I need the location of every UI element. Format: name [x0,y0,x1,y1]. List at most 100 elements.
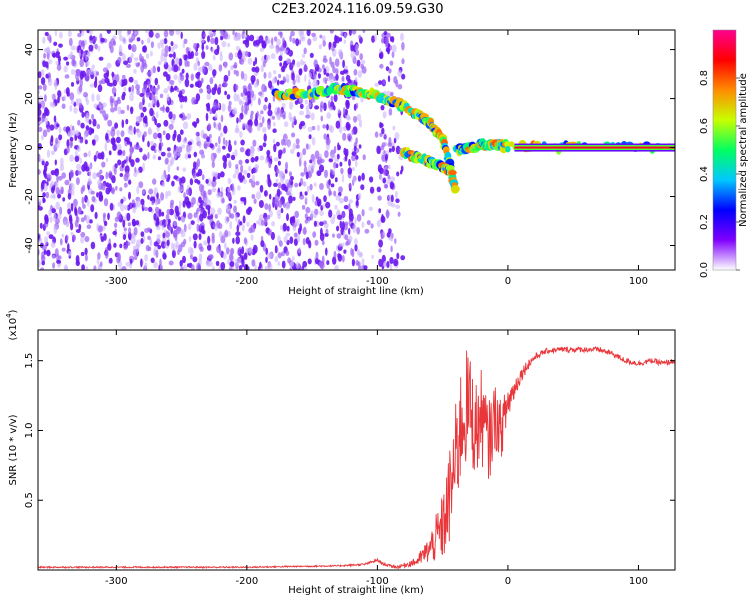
spectrogram-noise-cell [279,62,283,67]
spectrogram-noise-cell [282,148,286,154]
spectrogram-noise-cell [58,126,62,134]
spectrogram-noise-cell [283,49,288,54]
spectrogram-noise-cell [171,180,175,187]
spectrogram-noise-cell [175,30,181,35]
spectrogram-noise-cell [123,159,127,164]
spectrogram-noise-cell [343,205,349,210]
spectrogram-noise-cell [281,183,287,191]
spectrogram-noise-cell [276,209,282,216]
spectrogram-noise-cell [162,232,166,239]
spectrogram-noise-cell [72,234,77,242]
spectrogram-noise-cell [206,93,212,100]
spectrogram-noise-cell [299,266,304,270]
spectrogram-noise-cell [329,124,333,132]
spectrogram-noise-cell [49,216,53,224]
spectrogram-noise-cell [361,221,365,228]
spectrogram-y-tick-label: -20 [24,188,35,204]
spectrogram-noise-cell [79,78,83,87]
spectrogram-noise-cell [209,143,214,149]
spectrogram-noise-cell [254,66,260,73]
spectrogram-noise-cell [168,225,172,232]
spectrogram-noise-cell [237,247,240,256]
spectrogram-noise-cell [130,159,135,168]
spectrogram-noise-cell [369,186,375,194]
spectrogram-noise-cell [154,200,158,206]
spectrogram-noise-cell [161,224,165,231]
spectrogram-noise-cell [400,165,404,172]
spectrogram-noise-cell [161,211,165,217]
spectrogram-noise-cell [50,170,56,176]
spectrogram-noise-cell [128,38,134,43]
spectrogram-noise-cell [333,190,337,197]
spectrogram-noise-cell [73,107,78,114]
spectrogram-noise-cell [133,227,138,236]
spectrogram-noise-cell [193,62,198,71]
spectrogram-noise-cell [200,225,205,234]
spectrogram-noise-cell [379,63,384,69]
spectrogram-noise-cell [285,232,291,237]
spectrogram-noise-cell [89,83,95,88]
spectrogram-noise-cell [57,96,60,104]
spectrogram-noise-cell [205,45,209,50]
spectrogram-noise-cell [320,227,323,236]
spectrogram-noise-cell [333,145,337,154]
spectrogram-noise-cell [298,75,301,84]
spectrogram-noise-cell [379,48,382,54]
spectrogram-noise-cell [123,60,129,66]
spectrogram-noise-cell [210,207,216,216]
spectrogram-noise-cell [140,198,145,205]
spectrogram-noise-cell [38,206,43,211]
spectrogram-noise-cell [301,53,306,59]
spectrogram-noise-cell [165,133,171,141]
spectrogram-noise-cell [152,132,158,140]
spectrogram-noise-cell [395,198,400,203]
spectrogram-noise-cell [115,136,121,144]
spectrogram-noise-cell [302,238,306,246]
spectrogram-noise-cell [171,249,176,259]
spectrogram-noise-cell [166,93,170,102]
spectrogram-noise-cell [264,54,267,60]
spectrogram-noise-cell [271,37,274,46]
spectrogram-noise-cell [180,176,186,184]
spectrogram-noise-cell [178,90,183,98]
spectrogram-noise-cell [98,194,103,200]
spectrogram-noise-cell [75,229,81,233]
spectrogram-noise-cell [316,124,321,132]
spectrogram-noise-cell [238,117,242,123]
spectrogram-noise-cell [248,82,252,91]
spectrogram-noise-cell [248,227,253,234]
spectrogram-noise-cell [296,151,300,158]
colorbar-tick-label: 0.6 [699,118,710,134]
spectrogram-noise-cell [77,145,81,152]
spectrogram-noise-cell [116,252,120,257]
spectrogram-noise-cell [221,197,225,204]
spectrogram-noise-cell [156,101,160,108]
spectrogram-noise-cell [129,128,134,136]
spectrogram-noise-cell [49,124,55,131]
spectrogram-noise-cell [299,59,304,66]
spectrogram-noise-cell [255,180,260,186]
spectrogram-noise-cell [84,247,88,256]
spectrogram-noise-cell [251,259,256,267]
spectrogram-noise-cell [145,53,150,59]
spectrogram-noise-cell [153,149,157,153]
spectrogram-noise-cell [385,209,390,219]
spectrogram-noise-cell [380,215,386,223]
snr-y-tick-label: 1.5 [24,353,35,369]
spectrogram-noise-cell [97,152,103,160]
spectrogram-noise-cell [140,112,144,118]
spectrogram-noise-cell [348,208,353,217]
spectrogram-x-tick-label: -100 [366,276,389,287]
spectrogram-noise-cell [110,38,116,46]
spectrogram-signal-cell [504,141,511,148]
spectrogram-noise-cell [72,58,75,65]
spectrogram-noise-cell [142,153,147,161]
spectrogram-noise-cell [388,108,393,116]
spectrogram-noise-cell [117,159,122,166]
spectrogram-noise-cell [314,239,319,246]
spectrogram-noise-cell [185,188,191,196]
spectrogram-signal-cell [505,146,511,153]
spectrogram-noise-cell [180,104,183,109]
spectrogram-noise-cell [195,136,200,142]
spectrogram-noise-cell [227,259,230,265]
